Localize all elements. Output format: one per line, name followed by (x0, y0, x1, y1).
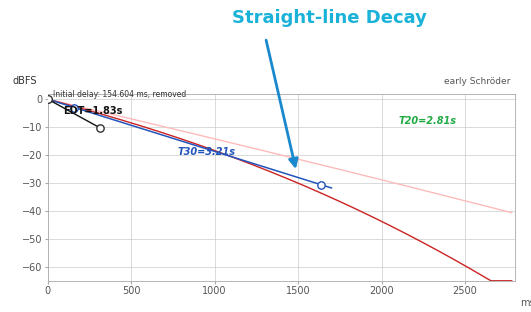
Text: dBFS: dBFS (13, 76, 37, 86)
Text: T20=2.81s: T20=2.81s (398, 116, 456, 126)
Point (70, 105, 79, 110)
Text: early Schröder: early Schröder (444, 77, 510, 86)
Text: Initial delay: 154.604 ms, removed: Initial delay: 154.604 ms, removed (53, 90, 186, 99)
Text: EDT=1.83s: EDT=1.83s (63, 106, 122, 116)
Point (95, 125, 104, 130)
Point (317, 182, 326, 187)
Text: ms: ms (520, 298, 531, 308)
Text: T30=3.21s: T30=3.21s (178, 147, 236, 157)
Text: Straight-line Decay: Straight-line Decay (232, 9, 426, 27)
Point (44, 97, 52, 102)
